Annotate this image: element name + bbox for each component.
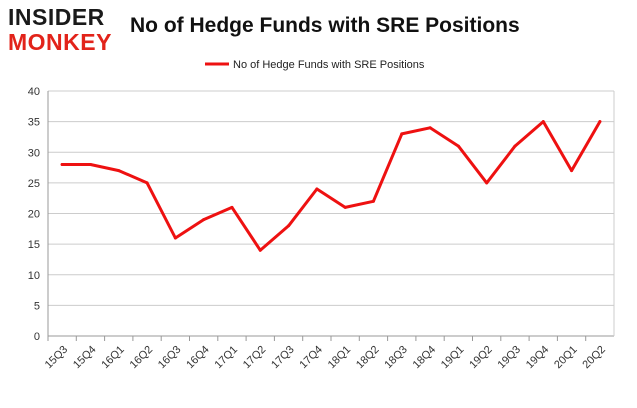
data-point bbox=[117, 169, 121, 173]
grid-lines bbox=[47, 90, 615, 337]
y-tick-label: 25 bbox=[28, 178, 40, 190]
x-tick-label: 17Q2 bbox=[241, 344, 269, 372]
x-tick-label: 20Q1 bbox=[552, 344, 580, 372]
legend: No of Hedge Funds with SRE Positions bbox=[205, 59, 425, 71]
data-point bbox=[428, 126, 432, 130]
series-line bbox=[60, 120, 602, 252]
x-tick-label: 16Q4 bbox=[184, 344, 212, 372]
x-tick-label: 16Q2 bbox=[128, 344, 156, 372]
x-tick-label: 17Q4 bbox=[297, 344, 325, 372]
x-tick-label: 17Q3 bbox=[269, 344, 297, 372]
y-tick-label: 35 bbox=[28, 117, 40, 129]
data-point bbox=[570, 169, 574, 173]
x-axis-ticks: 15Q3 15Q4 16Q1 16Q2 16Q3 16Q4 17Q1 17Q2 17Q3 17Q4… bbox=[43, 336, 608, 371]
x-tick-label: 18Q3 bbox=[382, 344, 410, 372]
x-tick-label: 19Q2 bbox=[467, 344, 495, 372]
data-point bbox=[315, 187, 319, 191]
x-tick-label: 19Q1 bbox=[439, 344, 467, 372]
y-tick-label: 40 bbox=[28, 86, 40, 98]
data-point bbox=[88, 163, 92, 166]
insider-monkey-logo: INSIDER MONKEY bbox=[8, 6, 116, 56]
x-tick-label: 17Q1 bbox=[213, 344, 241, 372]
data-point bbox=[456, 144, 460, 148]
y-tick-label: 20 bbox=[28, 209, 40, 221]
data-point bbox=[400, 132, 404, 136]
data-point bbox=[598, 120, 602, 124]
x-tick-label: 18Q2 bbox=[354, 344, 382, 372]
data-point bbox=[202, 218, 206, 222]
data-point bbox=[371, 199, 375, 203]
y-tick-label: 10 bbox=[28, 270, 40, 282]
data-point bbox=[173, 236, 177, 240]
x-tick-label: 19Q3 bbox=[496, 344, 524, 372]
data-point bbox=[287, 224, 291, 228]
x-tick-label: 16Q3 bbox=[156, 344, 184, 372]
series-group bbox=[60, 120, 602, 252]
y-axis-ticks: 0 5 10 15 20 25 30 35 40 bbox=[28, 86, 40, 343]
chart-title: No of Hedge Funds with SRE Positions bbox=[130, 14, 520, 37]
x-tick-label: 15Q3 bbox=[43, 344, 71, 372]
data-point bbox=[541, 120, 545, 124]
data-point bbox=[230, 205, 234, 209]
data-point bbox=[145, 181, 149, 185]
y-tick-label: 5 bbox=[34, 300, 40, 312]
data-point bbox=[513, 144, 517, 148]
x-tick-label: 18Q1 bbox=[326, 344, 354, 372]
x-tick-label: 18Q4 bbox=[411, 344, 439, 372]
logo-line-1: INSIDER bbox=[8, 4, 105, 30]
y-tick-label: 30 bbox=[28, 147, 40, 159]
y-tick-label: 15 bbox=[28, 239, 40, 251]
x-tick-label: 19Q4 bbox=[524, 344, 552, 372]
x-tick-label: 20Q2 bbox=[580, 344, 608, 372]
data-point bbox=[258, 248, 262, 252]
data-point bbox=[485, 181, 489, 185]
data-point bbox=[343, 205, 347, 209]
data-point bbox=[60, 163, 64, 166]
x-tick-label: 15Q4 bbox=[71, 344, 99, 372]
legend-label: No of Hedge Funds with SRE Positions bbox=[233, 59, 425, 71]
x-tick-label: 16Q1 bbox=[99, 344, 127, 372]
logo-line-2: MONKEY bbox=[8, 29, 112, 55]
y-tick-label: 0 bbox=[34, 331, 40, 343]
